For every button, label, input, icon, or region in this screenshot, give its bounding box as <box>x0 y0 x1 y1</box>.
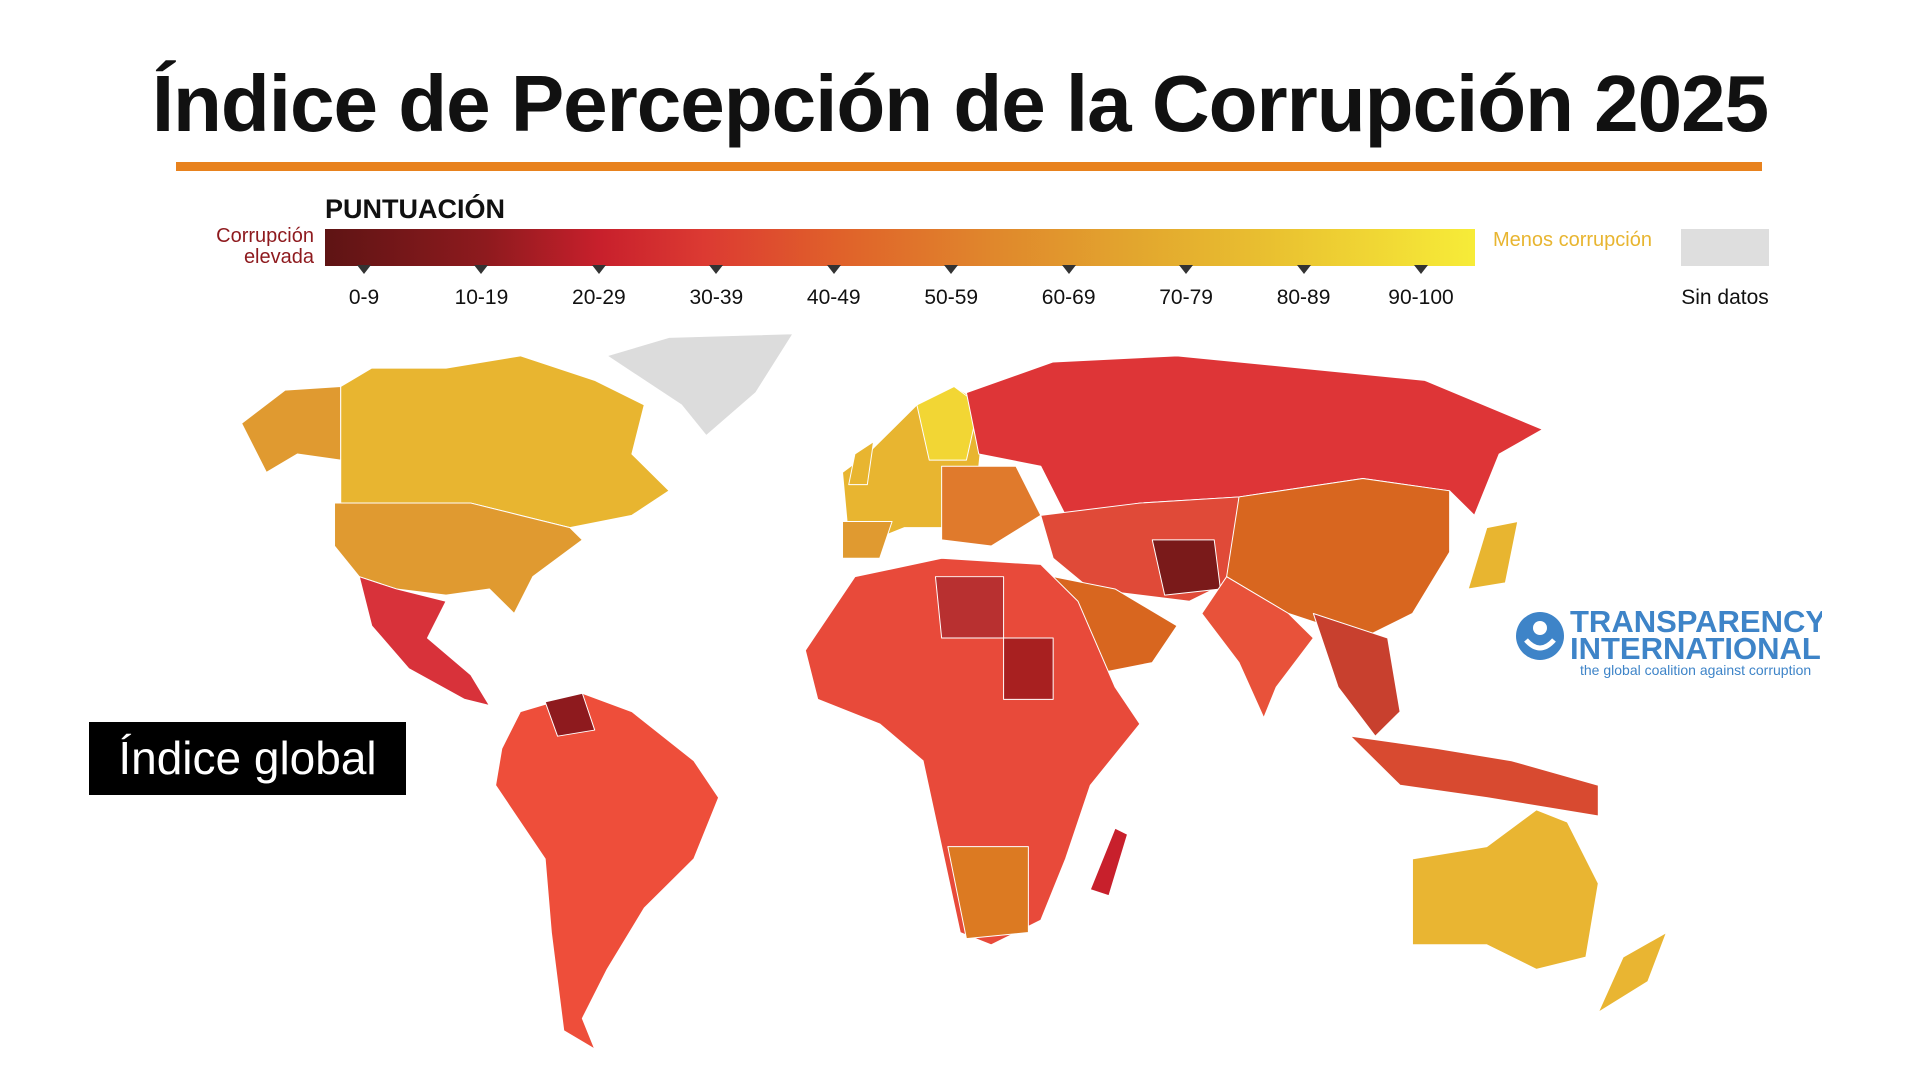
legend-range-label: 40-49 <box>806 286 861 309</box>
view-badge: Índice global <box>89 722 406 795</box>
legend-low-label: Corrupción elevada <box>216 225 314 268</box>
legend-tick <box>357 265 371 274</box>
legend-range-label: 90-100 <box>1388 286 1454 309</box>
legend-range-label: 50-59 <box>924 286 979 309</box>
legend-range-label: 20-29 <box>572 286 626 309</box>
title: Índice de Percepción de la Corrupción 20… <box>151 59 1769 148</box>
logo-emblem <box>1516 612 1564 660</box>
legend-tick <box>1414 265 1428 274</box>
legend-tick <box>826 265 841 274</box>
logo-emblem-arm <box>1524 638 1556 651</box>
no-data-swatch <box>1681 229 1769 266</box>
iberia <box>842 520 893 559</box>
legend-range-label: 60-69 <box>1041 286 1096 309</box>
sudan <box>1003 637 1054 700</box>
japan <box>1467 520 1519 590</box>
india <box>1201 576 1314 719</box>
libya <box>934 576 1005 639</box>
logo-line1: TRANSPARENCY <box>1570 606 1822 639</box>
europe-east <box>941 465 1042 547</box>
afghanistan <box>1151 539 1221 596</box>
legend-tick <box>1061 265 1076 274</box>
legend-tick <box>1296 265 1311 274</box>
alaska <box>241 386 342 473</box>
logo-tagline: the global coalition against corruption <box>1580 662 1811 678</box>
canada <box>340 355 670 529</box>
legend-title: PUNTUACIÓN <box>325 194 505 224</box>
venezuela <box>544 692 596 737</box>
legend-range-label: 80-89 <box>1276 286 1331 309</box>
uk <box>848 441 874 486</box>
title-rule <box>176 162 1762 171</box>
africa <box>804 557 1141 946</box>
legend-tick <box>944 265 959 274</box>
legend-tick <box>1179 265 1194 274</box>
mexico <box>358 576 490 707</box>
legend-range-label: 30-39 <box>689 286 744 309</box>
greenland <box>606 333 794 437</box>
new-zealand <box>1597 932 1667 1013</box>
legend-tick <box>591 265 606 274</box>
scandinavia <box>916 386 980 461</box>
logo-emblem-head <box>1533 621 1547 635</box>
madagascar <box>1089 827 1128 897</box>
legend-range-label: 10-19 <box>454 286 509 309</box>
australia <box>1411 809 1599 970</box>
logo-line2: INTERNATIONAL <box>1570 631 1821 666</box>
legend-gradient <box>325 229 1475 266</box>
no-data-label: Sin datos <box>1681 286 1769 309</box>
southeast-asia <box>1312 613 1401 737</box>
legend-high-label: Menos corrupción <box>1493 229 1652 251</box>
logo: TRANSPARENCY INTERNATIONAL the global co… <box>1516 606 1822 678</box>
legend-tick <box>474 265 489 274</box>
legend-range-label: 0-9 <box>348 286 380 309</box>
southern-africa <box>947 846 1029 940</box>
legend-tick <box>709 265 724 274</box>
russia <box>965 355 1544 516</box>
indonesia <box>1350 735 1599 817</box>
south-america <box>495 692 720 1050</box>
legend-range-label: 70-79 <box>1159 286 1213 309</box>
